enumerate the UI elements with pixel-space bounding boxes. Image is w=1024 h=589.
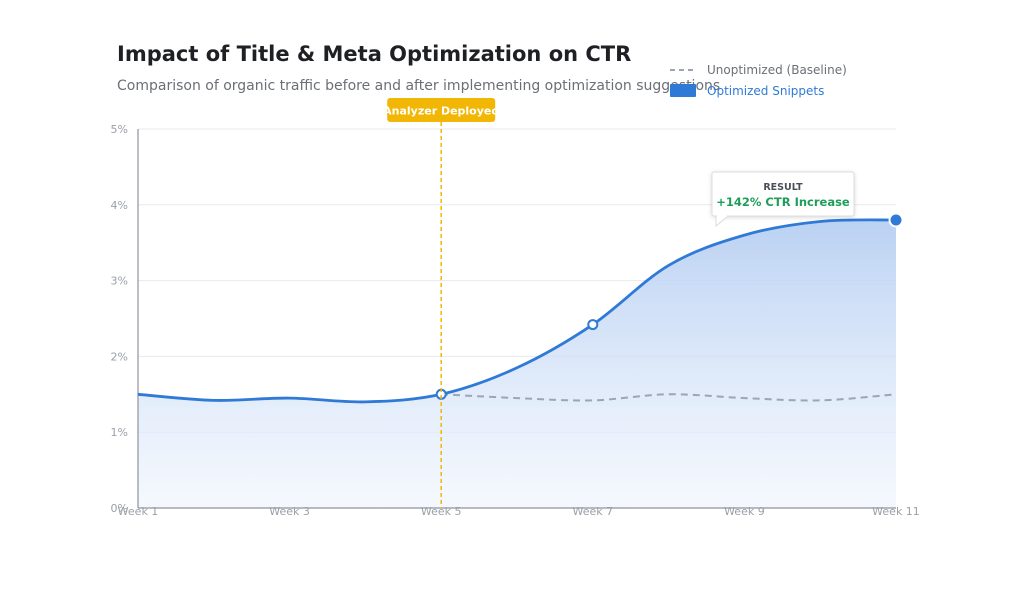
y-tick-label: 3%	[111, 275, 128, 288]
x-tick-label: Week 11	[872, 505, 920, 518]
y-tick-label: 5%	[111, 123, 128, 136]
result-callout-box	[711, 171, 855, 217]
legend: Unoptimized (Baseline) Optimized Snippets	[670, 63, 847, 98]
deployment-label-box	[387, 98, 496, 122]
data-point-marker	[587, 319, 599, 331]
result-callout-value: +142% CTR Increase	[716, 195, 850, 209]
x-tick-label: Week 3	[269, 505, 310, 518]
y-tick-label: 0%	[111, 502, 128, 515]
result-callout-pointer	[715, 215, 730, 228]
x-tick-label: Week 9	[724, 505, 765, 518]
chart-subtitle: Comparison of organic traffic before and…	[117, 78, 721, 94]
data-point-marker	[888, 212, 904, 228]
area-layer	[138, 219, 896, 508]
series-layer	[137, 212, 904, 404]
optimized-area-fill	[138, 219, 896, 508]
y-tick-label: 2%	[111, 350, 128, 363]
x-tick-label: Week 1	[118, 505, 159, 518]
result-callout-heading: RESULT	[763, 182, 803, 193]
y-tick-label: 4%	[111, 199, 128, 212]
x-tick-label: Week 5	[421, 505, 462, 518]
chart-title: Impact of Title & Meta Optimization on C…	[117, 42, 632, 66]
legend-label-optimized: Optimized Snippets	[707, 84, 824, 98]
legend-swatch-optimized	[670, 84, 696, 97]
optimized-series-line	[137, 218, 897, 404]
deployment-label: Analyzer Deployed	[383, 105, 499, 118]
annotations: Analyzer Deployed RESULT +142% CTR Increas…	[383, 98, 855, 508]
axes: 0% 1% 2% 3% 4% 5% Week 1 Week 3 Week 5 Week 7 Week…	[111, 123, 920, 518]
legend-label-baseline: Unoptimized (Baseline)	[707, 63, 847, 77]
x-tick-label: Week 7	[572, 505, 613, 518]
y-tick-label: 1%	[111, 426, 128, 439]
baseline-series-line	[441, 393, 897, 402]
